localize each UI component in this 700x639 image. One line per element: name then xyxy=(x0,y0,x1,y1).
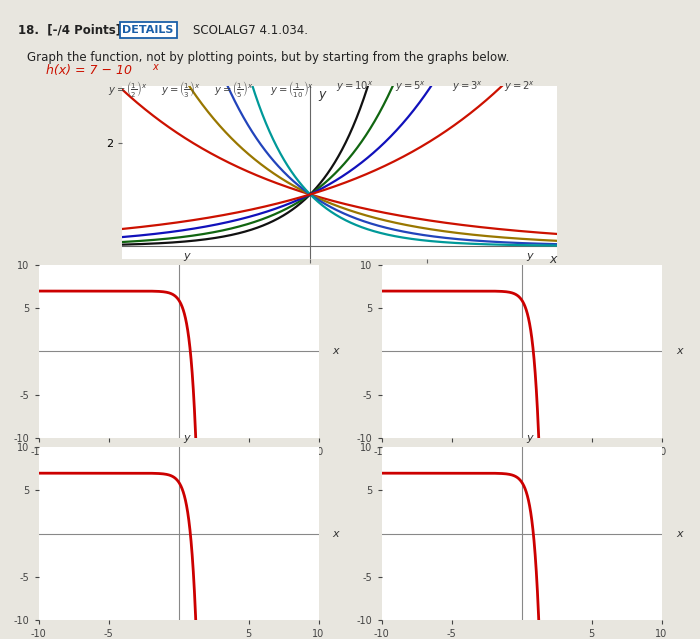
Text: $y$: $y$ xyxy=(318,89,328,103)
Text: h(x) = 7 − 10: h(x) = 7 − 10 xyxy=(46,64,132,77)
Text: $y$: $y$ xyxy=(526,433,535,445)
Text: $y$: $y$ xyxy=(526,250,535,263)
Text: $y=\left(\frac{1}{5}\right)^x$: $y=\left(\frac{1}{5}\right)^x$ xyxy=(214,79,253,99)
Text: DETAILS: DETAILS xyxy=(122,25,174,35)
Text: x: x xyxy=(153,62,158,72)
Text: $y=\left(\frac{1}{10}\right)^x$: $y=\left(\frac{1}{10}\right)^x$ xyxy=(270,79,314,99)
Text: $x$: $x$ xyxy=(676,528,685,539)
Text: Graph the function, not by plotting points, but by starting from the graphs belo: Graph the function, not by plotting poin… xyxy=(27,51,509,64)
Text: $y=3^x$: $y=3^x$ xyxy=(452,79,482,94)
Text: SCOLALG7 4.1.034.: SCOLALG7 4.1.034. xyxy=(193,24,307,36)
Text: $y=10^x$: $y=10^x$ xyxy=(336,79,374,94)
Text: $x$: $x$ xyxy=(332,528,342,539)
Text: $y=\left(\frac{1}{3}\right)^x$: $y=\left(\frac{1}{3}\right)^x$ xyxy=(161,79,200,99)
Text: $y$: $y$ xyxy=(183,250,192,263)
Text: 18.  [-/4 Points]: 18. [-/4 Points] xyxy=(18,24,120,36)
Text: $y=\left(\frac{1}{2}\right)^x$: $y=\left(\frac{1}{2}\right)^x$ xyxy=(108,79,148,99)
Text: $y$: $y$ xyxy=(183,433,192,445)
Text: $x$: $x$ xyxy=(550,252,559,266)
Text: $y=2^x$: $y=2^x$ xyxy=(504,79,535,94)
Text: $x$: $x$ xyxy=(332,346,342,357)
Text: $x$: $x$ xyxy=(676,346,685,357)
Text: $y=5^x$: $y=5^x$ xyxy=(395,79,426,94)
